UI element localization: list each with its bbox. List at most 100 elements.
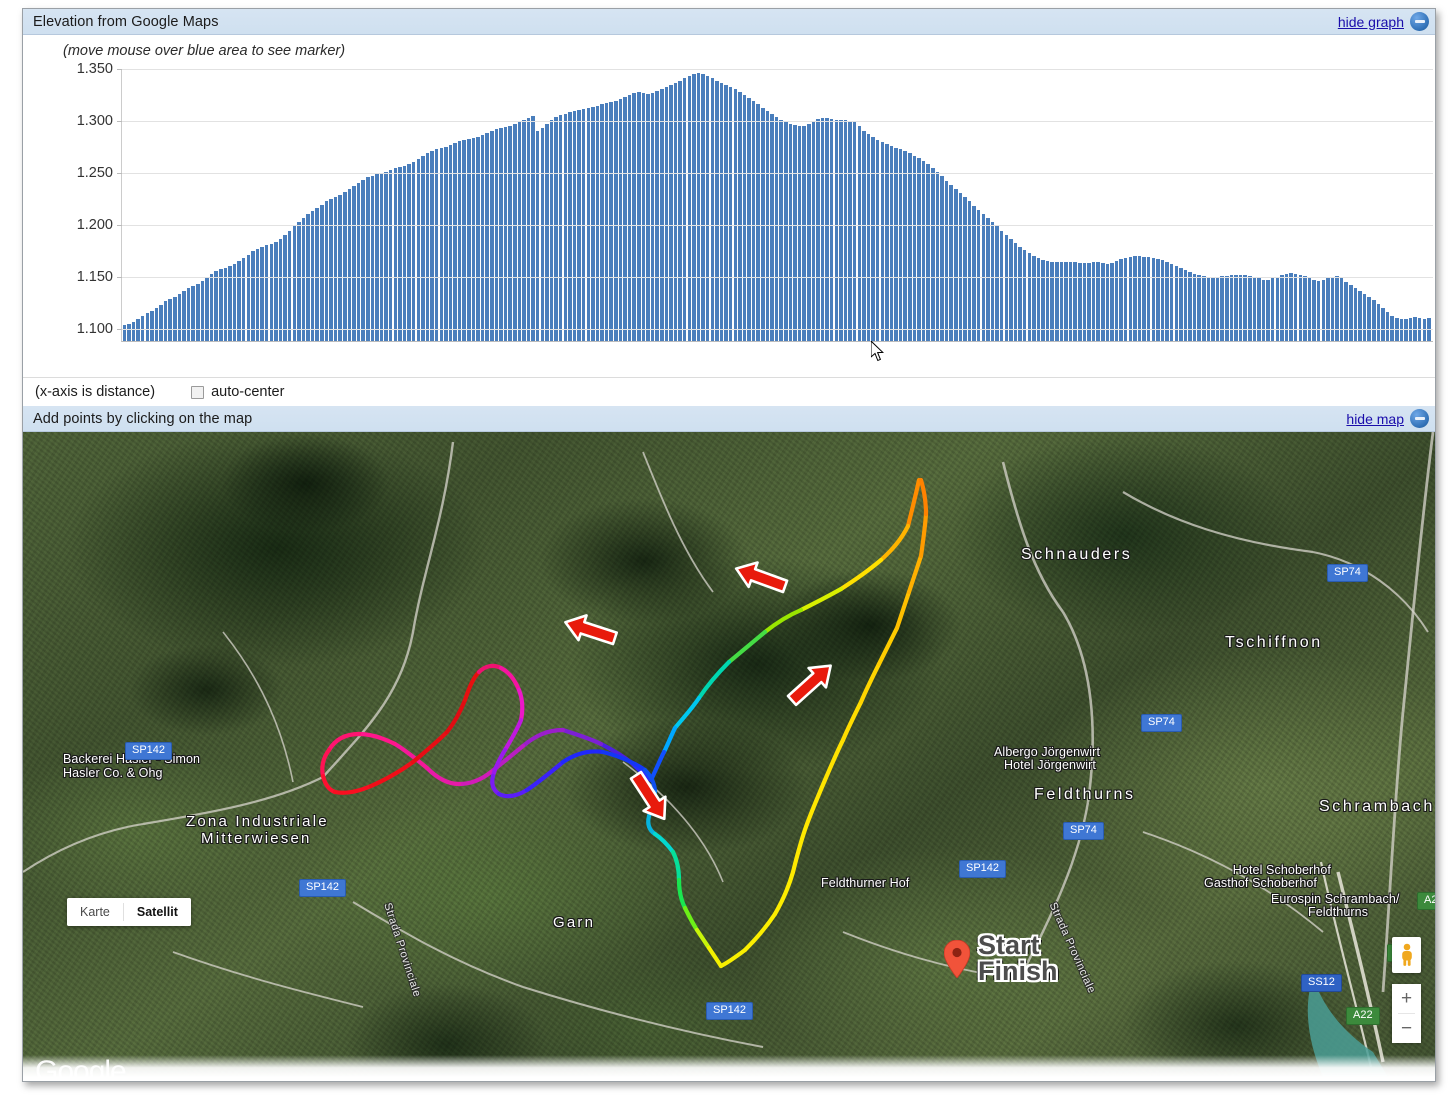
elevation-bar[interactable] bbox=[200, 280, 205, 341]
elevation-bar[interactable] bbox=[710, 78, 715, 341]
elevation-bar[interactable] bbox=[554, 116, 558, 341]
elevation-bars[interactable] bbox=[122, 69, 1433, 341]
elevation-bar[interactable] bbox=[770, 113, 774, 341]
elevation-bar[interactable] bbox=[131, 322, 136, 341]
elevation-bar[interactable] bbox=[535, 130, 540, 341]
elevation-bar[interactable] bbox=[1257, 278, 1261, 341]
elevation-bar[interactable] bbox=[499, 128, 503, 341]
elevation-bar[interactable] bbox=[1215, 277, 1220, 341]
elevation-bar[interactable] bbox=[655, 90, 659, 341]
map-type-satellit[interactable]: Satellit bbox=[123, 898, 191, 926]
elevation-bar[interactable] bbox=[338, 195, 342, 341]
elevation-bar[interactable] bbox=[425, 153, 430, 341]
elevation-bar[interactable] bbox=[173, 297, 177, 341]
hide-map-link[interactable]: hide map bbox=[1346, 410, 1404, 427]
elevation-bar[interactable] bbox=[219, 269, 223, 341]
elevation-bar[interactable] bbox=[1307, 278, 1312, 341]
elevation-bar[interactable] bbox=[1064, 261, 1068, 341]
elevation-bar[interactable] bbox=[779, 120, 783, 341]
elevation-bar[interactable] bbox=[1385, 311, 1390, 341]
elevation-bar[interactable] bbox=[393, 168, 398, 341]
elevation-bar[interactable] bbox=[260, 247, 264, 341]
pegman-button[interactable] bbox=[1392, 937, 1421, 973]
elevation-bar[interactable] bbox=[494, 129, 499, 341]
elevation-bar[interactable] bbox=[163, 301, 168, 341]
elevation-bar[interactable] bbox=[416, 158, 421, 341]
elevation-bar[interactable] bbox=[292, 226, 297, 341]
elevation-bar[interactable] bbox=[595, 105, 600, 341]
elevation-bar[interactable] bbox=[476, 136, 480, 341]
elevation-bar[interactable] bbox=[1206, 277, 1211, 341]
elevation-bar[interactable] bbox=[1381, 307, 1385, 341]
elevation-bar[interactable] bbox=[545, 124, 549, 341]
elevation-bar[interactable] bbox=[1280, 275, 1284, 341]
elevation-bar[interactable] bbox=[852, 122, 857, 341]
elevation-bar[interactable] bbox=[1027, 253, 1032, 341]
elevation-bar[interactable] bbox=[866, 133, 871, 341]
elevation-bar[interactable] bbox=[467, 138, 471, 341]
elevation-bar[interactable] bbox=[784, 122, 788, 341]
elevation-bar[interactable] bbox=[1270, 278, 1275, 341]
elevation-bar[interactable] bbox=[1298, 275, 1303, 341]
elevation-bar[interactable] bbox=[1073, 261, 1077, 341]
elevation-bar[interactable] bbox=[976, 209, 981, 341]
elevation-bar[interactable] bbox=[788, 124, 793, 341]
elevation-bar[interactable] bbox=[209, 274, 214, 341]
elevation-bar[interactable] bbox=[705, 76, 710, 341]
elevation-bar[interactable] bbox=[568, 111, 572, 341]
elevation-bar[interactable] bbox=[1087, 262, 1091, 341]
elevation-bar[interactable] bbox=[214, 271, 218, 341]
elevation-bar[interactable] bbox=[329, 199, 333, 341]
elevation-bar[interactable] bbox=[669, 84, 673, 341]
elevation-bar[interactable] bbox=[150, 310, 154, 341]
elevation-bar[interactable] bbox=[1326, 278, 1330, 341]
elevation-bar[interactable] bbox=[255, 249, 260, 341]
elevation-bar[interactable] bbox=[908, 153, 912, 341]
elevation-bar[interactable] bbox=[154, 307, 159, 341]
elevation-bar[interactable] bbox=[848, 121, 852, 341]
hide-graph-link[interactable]: hide graph bbox=[1337, 13, 1404, 30]
elevation-bar[interactable] bbox=[444, 147, 448, 341]
elevation-bar[interactable] bbox=[581, 108, 586, 341]
elevation-bar[interactable] bbox=[1390, 316, 1394, 341]
elevation-bar[interactable] bbox=[549, 120, 554, 341]
elevation-bar[interactable] bbox=[283, 234, 287, 341]
elevation-bar[interactable] bbox=[949, 184, 953, 341]
elevation-bar[interactable] bbox=[439, 148, 444, 341]
elevation-bar[interactable] bbox=[127, 324, 131, 341]
elevation-bar[interactable] bbox=[407, 163, 411, 341]
elevation-bar[interactable] bbox=[1004, 234, 1009, 341]
elevation-bar[interactable] bbox=[310, 210, 315, 341]
elevation-bar[interactable] bbox=[457, 140, 462, 341]
elevation-bar[interactable] bbox=[774, 116, 779, 341]
elevation-bar[interactable] bbox=[1220, 276, 1224, 341]
elevation-bar[interactable] bbox=[1238, 275, 1243, 341]
elevation-bar[interactable] bbox=[1252, 277, 1257, 341]
elevation-bar[interactable] bbox=[1284, 274, 1289, 341]
elevation-bar[interactable] bbox=[999, 230, 1004, 341]
elevation-bar[interactable] bbox=[1243, 275, 1247, 341]
elevation-bar[interactable] bbox=[963, 197, 967, 341]
elevation-bar[interactable] bbox=[205, 277, 209, 341]
elevation-bar[interactable] bbox=[274, 242, 278, 341]
elevation-bar[interactable] bbox=[751, 101, 756, 341]
elevation-bar[interactable] bbox=[825, 118, 829, 341]
elevation-bar[interactable] bbox=[944, 180, 949, 341]
elevation-bar[interactable] bbox=[940, 176, 944, 341]
map-type-karte[interactable]: Karte bbox=[67, 898, 123, 926]
elevation-bar[interactable] bbox=[586, 107, 591, 341]
elevation-bar[interactable] bbox=[857, 126, 862, 341]
elevation-bar[interactable] bbox=[1183, 270, 1188, 341]
elevation-bar[interactable] bbox=[343, 192, 347, 341]
elevation-bar[interactable] bbox=[361, 179, 365, 341]
elevation-bar[interactable] bbox=[453, 143, 457, 341]
elevation-bar[interactable] bbox=[1202, 276, 1206, 341]
elevation-bar[interactable] bbox=[967, 201, 972, 341]
elevation-bar[interactable] bbox=[1229, 275, 1234, 341]
elevation-bar[interactable] bbox=[820, 118, 825, 341]
elevation-chart[interactable]: 1.350 1.300 1.250 1.200 1.150 1.100 bbox=[53, 61, 1433, 367]
elevation-bar[interactable] bbox=[503, 127, 508, 341]
elevation-bar[interactable] bbox=[1266, 279, 1270, 341]
elevation-bar[interactable] bbox=[1105, 263, 1110, 341]
elevation-bar[interactable] bbox=[384, 172, 388, 341]
